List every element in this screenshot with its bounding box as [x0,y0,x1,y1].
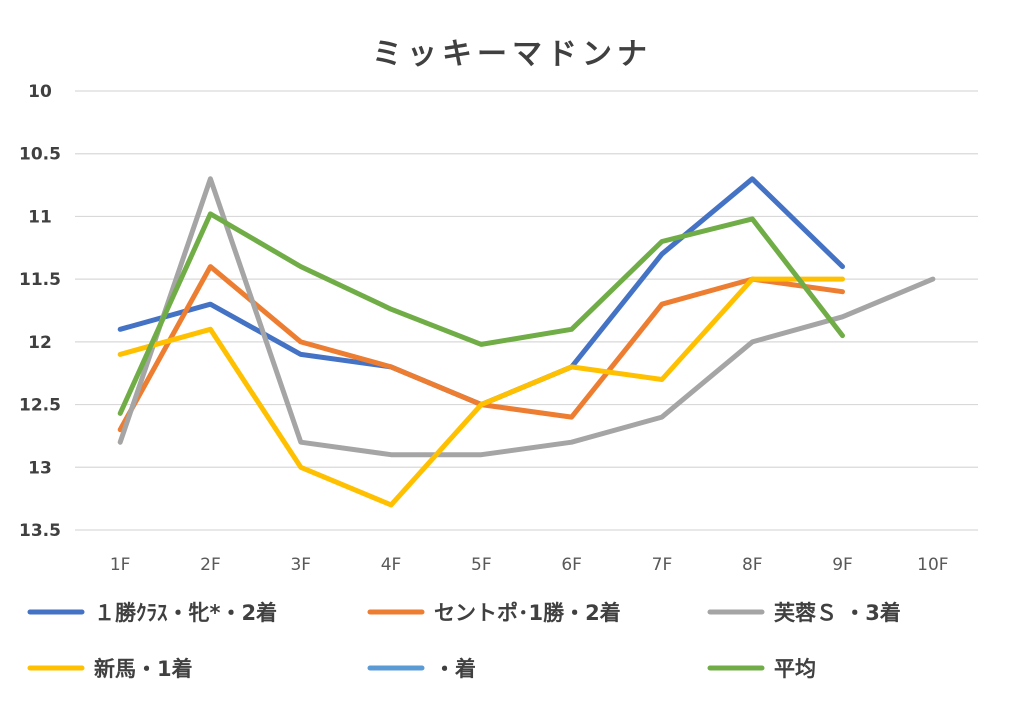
y-tick-label: 13 [28,458,52,478]
series-lines [117,176,936,508]
series-line-3 [117,276,845,508]
x-tick-label: 6F [561,555,582,575]
y-tick-label: 11.5 [19,270,61,290]
y-axis-tick-labels: 10 10.5 11 11.5 12 12.5 13 13.5 [19,82,61,541]
x-tick-label: 2F [200,555,221,575]
chart-title: ミッキーマドンナ [372,37,652,72]
legend-label: １勝ｸﾗｽ・牝*・2着 [94,601,277,625]
gridlines [75,90,978,531]
series-line-0 [117,176,845,408]
legend-item: 平均 [707,657,816,681]
legend-item: １勝ｸﾗｽ・牝*・2着 [27,601,277,625]
x-tick-label: 7F [652,555,673,575]
legend-item: 芙蓉Ｓ ・3着 [707,601,901,625]
x-tick-label: 1F [110,555,131,575]
y-tick-label: 11 [28,207,52,227]
legend-item: セントポ･1勝・2着 [367,601,621,625]
legend-label: セントポ･1勝・2着 [434,601,621,625]
x-tick-label: 4F [381,555,402,575]
y-tick-label: 13.5 [19,521,61,541]
series-line-2 [117,176,936,458]
legend-label: 新馬・1着 [94,657,193,681]
x-tick-label: 9F [832,555,853,575]
legend-label: 芙蓉Ｓ ・3着 [774,601,901,625]
y-tick-label: 10 [28,82,52,102]
x-axis-tick-labels: 1F 2F 3F 4F 5F 6F 7F 8F 9F 10F [110,555,949,575]
y-tick-label: 12 [28,333,52,353]
legend-item: 新馬・1着 [27,657,193,681]
legend-label: ・着 [434,657,476,681]
x-tick-label: 3F [290,555,311,575]
y-tick-label: 12.5 [19,396,61,416]
x-tick-label: 8F [742,555,763,575]
legend-label: 平均 [774,657,816,681]
series-line-5 [117,211,845,416]
legend-item: ・着 [367,657,476,681]
y-tick-label: 10.5 [19,145,61,165]
x-tick-label: 10F [917,555,948,575]
x-tick-label: 5F [471,555,492,575]
